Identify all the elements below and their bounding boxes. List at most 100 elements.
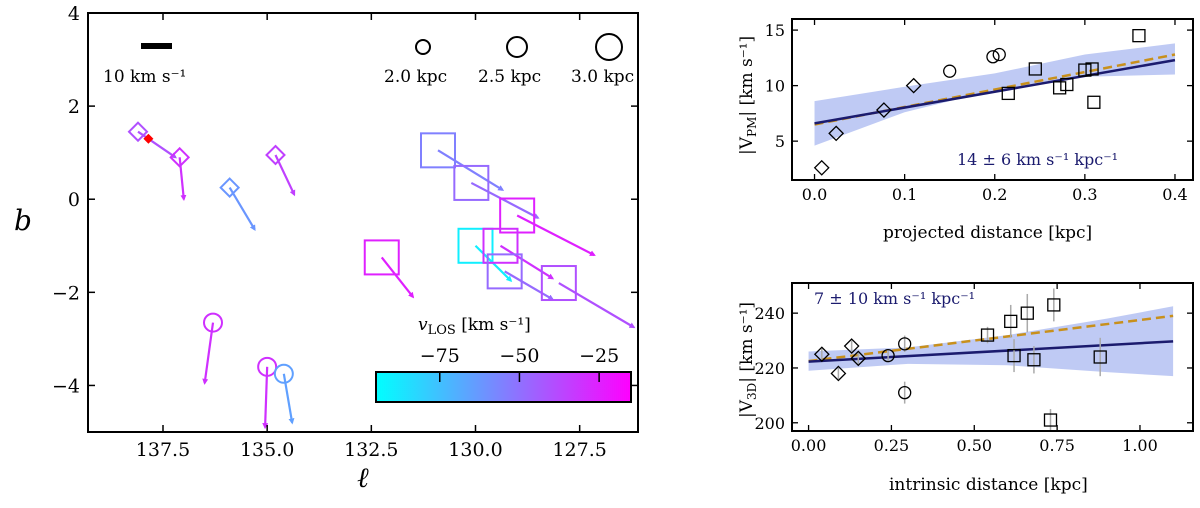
size-legend-label-3.0: 3.0 kpc [571, 67, 634, 87]
source-marker-3 [265, 144, 286, 166]
left-ytick-label-0: −4 [52, 375, 80, 397]
tr-point-7 [1001, 86, 1015, 101]
left-xtick-label-1: 135.0 [240, 439, 294, 461]
br-point-12 [1043, 413, 1058, 427]
tr-ytick-label-1: 10 [765, 77, 785, 96]
br-point-5 [898, 337, 912, 351]
br-ytick-label-1: 220 [754, 359, 785, 378]
colorbar-tick-label-2: −25 [579, 345, 619, 367]
left-xtick-label-4: 127.5 [552, 439, 606, 461]
br-y-axis-label: |V3D| [km s⁻¹] [737, 302, 759, 418]
left-x-axis-label: ℓ [357, 461, 369, 494]
br-ytick-label-2: 240 [754, 304, 785, 323]
top-right-plot-frame [791, 18, 1194, 181]
source-marker-11 [457, 227, 494, 264]
tr-xtick-label-4: 0.4 [1162, 185, 1187, 204]
motion-arrow-9 [516, 214, 596, 257]
left-xtick-label-3: 130.0 [448, 439, 502, 461]
colorbar-label: vLOS [km s⁻¹] [418, 315, 531, 338]
highlight-marker [143, 133, 154, 144]
source-marker-13 [486, 253, 523, 290]
tr-xtick-label-2: 0.2 [982, 185, 1007, 204]
tr-point-0 [813, 159, 830, 176]
br-point-1 [830, 365, 847, 382]
tr-point-2 [875, 102, 892, 118]
bottom-right-plot-frame [791, 282, 1194, 432]
left-ytick-label-2: 0 [68, 189, 80, 211]
left-marks [127, 121, 636, 430]
source-marker-14 [540, 265, 577, 302]
br-xtick-label-4: 1.00 [1122, 436, 1158, 455]
left-ytick-label-1: −2 [52, 282, 80, 304]
tr-ytick-label-0: 5 [775, 132, 785, 151]
left-plot-frame [87, 12, 639, 433]
velocity-scale-bar [141, 43, 172, 49]
tr-xtick-label-0: 0.0 [802, 185, 827, 204]
tr-point-6 [992, 47, 1006, 62]
source-marker-6 [273, 363, 294, 384]
motion-arrow-13 [504, 270, 555, 301]
motion-arrow-7 [437, 149, 505, 191]
left-xtick-label-0: 137.5 [136, 439, 190, 461]
source-marker-4 [203, 312, 223, 333]
velocity-scale-label: 10 km s⁻¹ [103, 67, 186, 87]
br-point-4 [881, 348, 895, 363]
size-legend-marker-2.0 [415, 39, 431, 55]
motion-arrow-12 [499, 244, 555, 280]
tr-y-axis-label: |VPM| [km s⁻¹] [737, 36, 759, 155]
tr-point-9 [1052, 81, 1067, 95]
br-ytick-label-0: 200 [754, 414, 785, 433]
br-fit-line [808, 340, 1174, 363]
tr-marks [813, 29, 1176, 176]
tr-point-12 [1085, 62, 1099, 76]
source-marker-0 [127, 121, 149, 143]
br-point-7 [980, 328, 995, 342]
left-y-axis-label: b [14, 204, 32, 237]
tr-ytick-label-2: 15 [765, 21, 785, 40]
br-point-14 [1093, 350, 1107, 364]
size-legend-label-2.5: 2.5 kpc [478, 67, 541, 87]
br-x-axis-label: intrinsic distance [kpc] [889, 475, 1088, 495]
source-marker-7 [420, 132, 456, 169]
tr-fit-band [814, 43, 1175, 146]
br-point-10 [1020, 306, 1034, 320]
size-legend-marker-2.5 [506, 36, 528, 58]
tr-point-11 [1078, 63, 1092, 77]
source-marker-10 [363, 239, 400, 276]
tr-point-3 [905, 77, 922, 94]
colorbar: vLOS [km s⁻¹] −75 −50 −25 [375, 315, 632, 403]
tr-fit-line [814, 58, 1176, 125]
motion-arrow-14 [558, 282, 636, 329]
br-slope-label: 7 ± 10 km s⁻¹ kpc⁻¹ [814, 289, 975, 308]
motion-arrow-0 [137, 130, 177, 159]
br-marks [808, 288, 1174, 431]
br-xtick-label-0: 0.00 [791, 436, 827, 455]
colorbar-tick-label-1: −50 [499, 345, 539, 367]
br-point-3 [850, 350, 867, 367]
br-ticks: 0.00 0.25 0.50 0.75 1.00 200 220 240 [754, 283, 1193, 455]
tr-slope-label: 14 ± 6 km s⁻¹ kpc⁻¹ [957, 150, 1118, 169]
br-xtick-label-3: 0.75 [1039, 436, 1075, 455]
tr-point-1 [828, 125, 845, 142]
motion-arrow-3 [274, 154, 296, 197]
tr-point-13 [1087, 95, 1101, 109]
colorbar-ticks: −75 −50 −25 [420, 345, 619, 382]
bottom-right-panel: 0.00 0.25 0.50 0.75 1.00 200 220 240 7 ± 10 km … [737, 282, 1194, 495]
left-ytick-label-4: 4 [68, 3, 80, 25]
tr-point-14 [1132, 29, 1146, 43]
tr-x-axis-label: projected distance [kpc] [883, 223, 1092, 243]
br-point-13 [1047, 298, 1061, 312]
motion-arrow-6 [282, 373, 295, 425]
br-point-9 [1007, 348, 1021, 363]
motion-arrow-10 [380, 256, 415, 299]
motion-arrow-5 [262, 366, 269, 430]
left-ytick-label-3: 2 [68, 96, 80, 118]
br-dashed-fit-line [808, 314, 1174, 363]
tr-point-10 [1060, 77, 1074, 92]
br-xtick-label-2: 0.50 [956, 436, 992, 455]
br-point-2 [843, 338, 860, 354]
top-right-panel: 0.0 0.1 0.2 0.3 0.4 5 10 15 14 ± 6 km s⁻¹ kpc⁻¹… [737, 18, 1194, 243]
tr-point-8 [1028, 62, 1042, 76]
colorbar-gradient [375, 371, 632, 403]
tr-point-4 [943, 64, 957, 78]
